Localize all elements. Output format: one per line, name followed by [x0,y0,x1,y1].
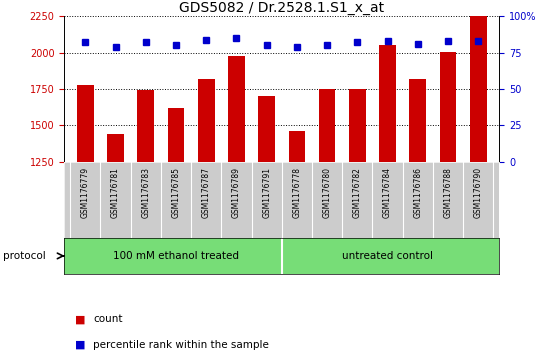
Text: GSM1176790: GSM1176790 [474,167,483,218]
Bar [198,79,214,162]
Text: GSM1176786: GSM1176786 [413,167,422,218]
Text: GSM1176781: GSM1176781 [111,167,120,218]
Text: GSM1176783: GSM1176783 [141,167,150,218]
Bar [137,90,154,162]
Bar [470,16,487,162]
Bar [258,96,275,162]
Bar [288,131,305,162]
Bar [410,79,426,162]
Text: 100 mM ethanol treated: 100 mM ethanol treated [113,251,239,261]
Bar [440,52,456,162]
Title: GDS5082 / Dr.2528.1.S1_x_at: GDS5082 / Dr.2528.1.S1_x_at [179,1,384,15]
Text: GSM1176778: GSM1176778 [292,167,301,218]
Text: GSM1176787: GSM1176787 [202,167,211,218]
Bar [77,85,94,162]
Bar [168,108,184,162]
Text: ■: ■ [75,340,86,350]
Text: GSM1176784: GSM1176784 [383,167,392,218]
Text: GSM1176782: GSM1176782 [353,167,362,218]
Text: GSM1176788: GSM1176788 [444,167,453,218]
Text: percentile rank within the sample: percentile rank within the sample [93,340,269,350]
Bar [349,89,365,162]
Text: GSM1176789: GSM1176789 [232,167,241,218]
Text: protocol: protocol [3,251,46,261]
Text: count: count [93,314,123,325]
Text: GSM1176785: GSM1176785 [171,167,180,218]
Bar [379,45,396,162]
Bar [319,89,335,162]
Text: ■: ■ [75,314,86,325]
Text: GSM1176791: GSM1176791 [262,167,271,218]
Text: GSM1176780: GSM1176780 [323,167,331,218]
Bar [228,56,245,162]
Text: GSM1176779: GSM1176779 [81,167,90,218]
Text: untreated control: untreated control [342,251,433,261]
Bar [107,134,124,162]
